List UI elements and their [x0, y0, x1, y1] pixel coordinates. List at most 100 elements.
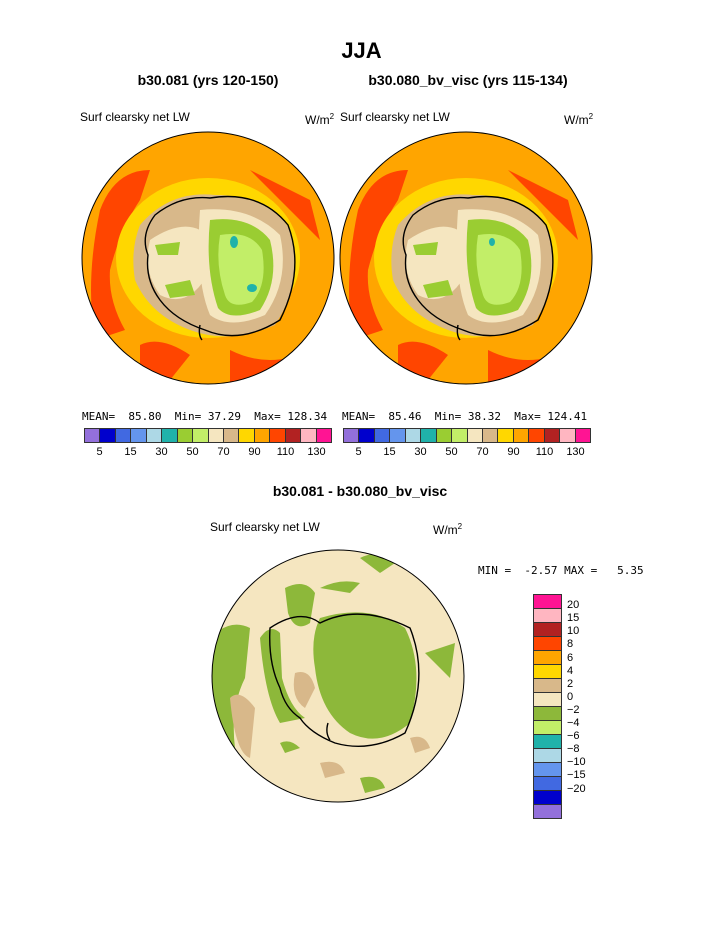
diff-stats: MIN = -2.57 MAX = 5.35 [478, 564, 644, 577]
colorbar-swatch [534, 749, 561, 763]
colorbar-swatch [100, 429, 116, 442]
colorbar-tick-label: −15 [567, 769, 586, 782]
diff-title: b30.081 - b30.080_bv_visc [272, 483, 448, 499]
colorbar-swatch [534, 665, 561, 679]
colorbar-swatch [146, 429, 163, 442]
colorbar-swatch [285, 429, 302, 442]
colorbar-tick-label: 0 [567, 690, 574, 703]
colorbar-swatch [560, 429, 576, 442]
colorbar-tick-label: 70 [476, 446, 489, 458]
colorbar-swatch [344, 429, 360, 442]
colorbar-swatch [498, 429, 514, 442]
colorbar-tick-label: 10 [567, 625, 580, 638]
colorbar-swatch [534, 609, 561, 623]
colorbar-tick-label: 15 [124, 446, 137, 458]
colorbar-tick-label: 2 [567, 677, 574, 690]
colorbar-tick-label: −2 [567, 703, 580, 716]
colorbar-tick-label: 70 [217, 446, 230, 458]
colorbar-swatch [534, 791, 561, 805]
colorbar-swatch [193, 429, 209, 442]
colorbar-swatch [208, 429, 224, 442]
right-variable-label: Surf clearsky net LW [340, 110, 450, 124]
colorbar-tick-label: 30 [155, 446, 168, 458]
colorbar-swatch [177, 429, 194, 442]
colorbar-swatch [575, 429, 590, 442]
colorbar-tick-label: 50 [186, 446, 199, 458]
colorbar-tick-label: −8 [567, 743, 580, 756]
left-variable-label: Surf clearsky net LW [80, 110, 190, 124]
colorbar-swatch [452, 429, 468, 442]
colorbar-swatch [131, 429, 147, 442]
colorbar-swatch [421, 429, 437, 442]
colorbar-swatch [316, 429, 331, 442]
diff-units-label: W/m2 [433, 522, 463, 537]
colorbar-swatch [513, 429, 530, 442]
colorbar-swatch [534, 679, 561, 693]
colorbar-tick-label: 20 [567, 599, 580, 612]
colorbar-swatch [115, 429, 132, 442]
colorbar-tick-label: 6 [567, 651, 574, 664]
colorbar-swatch [534, 651, 561, 665]
colorbar-tick-label: 130 [566, 446, 585, 458]
colorbar-swatch [534, 735, 561, 749]
colorbar-tick-label: 4 [567, 664, 574, 677]
colorbar-tick-label: 5 [355, 446, 362, 458]
colorbar-swatch [467, 429, 483, 442]
colorbar-tick-label: 50 [445, 446, 458, 458]
colorbar-swatch [534, 721, 561, 735]
diff-variable-label: Surf clearsky net LW [210, 520, 320, 534]
colorbar-swatch [239, 429, 255, 442]
colorbar-swatch [390, 429, 406, 442]
colorbar-tick-label: 90 [248, 446, 261, 458]
colorbar-tick-label: 90 [507, 446, 520, 458]
colorbar-swatch [534, 805, 561, 818]
left-colorbar-labels: 5 15 30 50 70 90 110 130 [84, 446, 332, 460]
colorbar-swatch [534, 777, 561, 791]
colorbar-tick-label: 5 [96, 446, 103, 458]
colorbar-swatch [254, 429, 271, 442]
colorbar-swatch [85, 429, 101, 442]
diff-colorbar-labels: 20 15 10 8 6 4 2 0 −2 −4 −6 −8 −10 −15 −20 [567, 594, 607, 804]
right-stats: MEAN= 85.46 Min= 38.32 Max= 124.41 [342, 410, 588, 423]
right-case-title: b30.080_bv_visc (yrs 115-134) [368, 72, 568, 88]
colorbar-swatch [301, 429, 317, 442]
colorbar-tick-label: 8 [567, 638, 574, 651]
colorbar-swatch [534, 637, 561, 651]
left-stats: MEAN= 85.80 Min= 37.29 Max= 128.34 [82, 410, 328, 423]
colorbar-swatch [162, 429, 178, 442]
colorbar-swatch [534, 763, 561, 777]
colorbar-swatch [482, 429, 499, 442]
diff-map-plot [211, 549, 465, 803]
colorbar-swatch [544, 429, 561, 442]
colorbar-swatch [359, 429, 375, 442]
colorbar-swatch [534, 707, 561, 721]
colorbar-swatch [374, 429, 391, 442]
colorbar-tick-label: 30 [414, 446, 427, 458]
left-map-plot [81, 131, 335, 385]
colorbar-swatch [270, 429, 286, 442]
colorbar-swatch [223, 429, 240, 442]
colorbar-tick-label: −20 [567, 782, 586, 795]
right-units-label: W/m2 [564, 112, 594, 127]
right-map-plot [339, 131, 593, 385]
colorbar-swatch [529, 429, 545, 442]
colorbar-tick-label: 15 [567, 612, 580, 625]
colorbar-tick-label: 15 [383, 446, 396, 458]
colorbar-tick-label: 130 [307, 446, 326, 458]
colorbar-swatch [534, 595, 561, 609]
colorbar-tick-label: 110 [535, 446, 554, 458]
colorbar-tick-label: −6 [567, 730, 580, 743]
right-colorbar-labels: 5 15 30 50 70 90 110 130 [343, 446, 591, 460]
colorbar-tick-label: −10 [567, 756, 586, 769]
colorbar-tick-label: −4 [567, 717, 580, 729]
diff-colorbar [533, 594, 562, 819]
colorbar-swatch [534, 623, 561, 637]
page-title: JJA [341, 38, 382, 63]
colorbar-swatch [436, 429, 453, 442]
colorbar-swatch [534, 693, 561, 707]
left-case-title: b30.081 (yrs 120-150) [137, 72, 279, 88]
colorbar-tick-label: 110 [276, 446, 295, 458]
left-colorbar [84, 428, 332, 443]
right-colorbar [343, 428, 591, 443]
left-units-label: W/m2 [305, 112, 335, 127]
